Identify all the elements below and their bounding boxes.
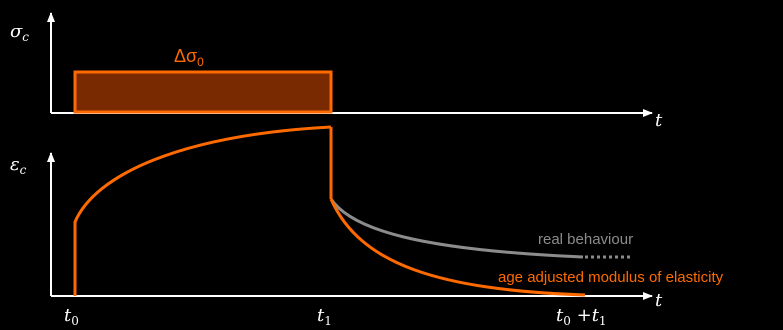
t0t1-sub2: 1: [599, 314, 607, 328]
strain-y-label-main: ε: [10, 154, 20, 175]
stress-y-label-main: σ: [10, 21, 23, 42]
stress-y-label-sub: c: [22, 30, 29, 44]
t0t1-plus: +: [571, 305, 592, 326]
t0t1-main1: t: [556, 305, 564, 326]
t0-sub: 0: [71, 314, 79, 328]
creep-loading-curve: [73, 125, 332, 296]
stress-block-label-main: Δσ: [174, 46, 197, 66]
stress-block: [73, 70, 333, 114]
t1-main: t: [317, 305, 325, 326]
t1-label: t1: [317, 305, 332, 328]
t0-label: t0: [64, 305, 79, 328]
stress-block-label: Δσ0: [174, 46, 204, 69]
stress-x-axis-label: t: [655, 110, 663, 131]
strain-y-label-sub: c: [20, 163, 27, 177]
age-adjusted-label: age adjusted modulus of elasticity: [498, 269, 724, 286]
t0-plus-t1-label: t0 +t1: [556, 305, 607, 328]
stress-block-label-sub: 0: [197, 55, 204, 69]
strain-x-axis-label: t: [655, 290, 663, 311]
real-behaviour-label: real behaviour: [538, 231, 633, 248]
age-adjusted-curve: [329, 198, 586, 297]
t0t1-sub1: 0: [563, 314, 571, 328]
strain-axes: [47, 152, 653, 300]
real-behaviour-curve: [329, 198, 584, 259]
t1-sub: 1: [324, 314, 332, 328]
t0-main: t: [64, 305, 72, 326]
stress-y-axis-label: σc: [10, 21, 29, 44]
strain-y-axis-label: εc: [10, 154, 27, 177]
t0t1-main2: t: [592, 305, 600, 326]
